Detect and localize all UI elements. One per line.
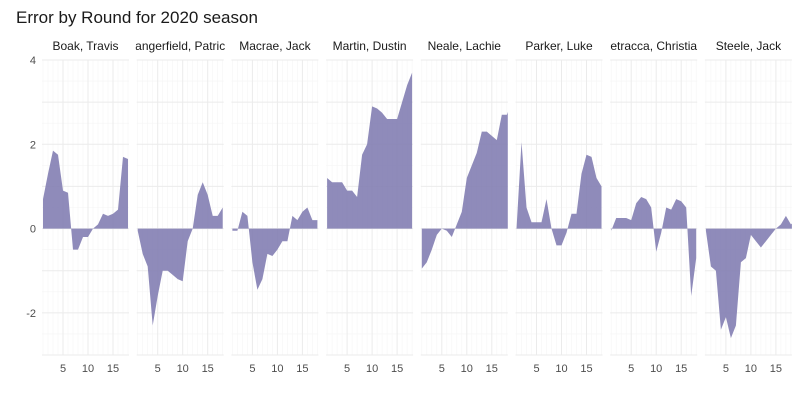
y-tick-label: -2 xyxy=(26,308,36,320)
facet-strip-label: Boak, Travis xyxy=(52,39,118,53)
facet-strip-label: Martin, Dustin xyxy=(333,39,407,53)
x-tick-label: 5 xyxy=(628,363,634,375)
facet-panel: Martin, Dustin 5 10 15 xyxy=(326,39,414,375)
x-tick-label: 10 xyxy=(177,363,189,375)
facet-strip-label: Steele, Jack xyxy=(716,39,782,53)
x-tick-label: 5 xyxy=(155,363,161,375)
facet-panel: Steele, Jack 5 10 15 xyxy=(704,39,792,375)
facet-strip-label: angerfield, Patric xyxy=(135,39,225,53)
area-series xyxy=(705,215,792,339)
area-series xyxy=(43,150,128,250)
x-tick-label: 5 xyxy=(723,363,729,375)
area-series xyxy=(137,182,223,326)
x-tick-label: 10 xyxy=(650,363,662,375)
facet-strip-label: Parker, Luke xyxy=(525,39,593,53)
x-tick-label: 10 xyxy=(271,363,283,375)
x-tick-label: 5 xyxy=(533,363,539,375)
area-series xyxy=(421,112,508,269)
chart-title: Error by Round for 2020 season xyxy=(16,8,258,27)
facet-panel: Parker, Luke 5 10 15 xyxy=(515,39,603,375)
x-tick-label: 5 xyxy=(60,363,66,375)
area-series xyxy=(516,142,602,246)
x-tick-label: 5 xyxy=(249,363,255,375)
x-tick-label: 15 xyxy=(770,363,782,375)
facet-strip-label: etracca, Christia xyxy=(610,39,697,53)
area-series xyxy=(327,72,413,229)
x-tick-label: 15 xyxy=(202,363,214,375)
facet-strip-label: Neale, Lachie xyxy=(428,39,502,53)
y-axis: -2 0 2 4 xyxy=(26,55,36,320)
facet-panels: Boak, Travis 5 10 15 angerfield, Patric 5 10 15… xyxy=(42,39,792,375)
facet-panel: Boak, Travis 5 10 15 xyxy=(42,39,129,375)
x-tick-label: 10 xyxy=(82,363,94,375)
x-tick-label: 15 xyxy=(391,363,403,375)
facet-strip-label: Macrae, Jack xyxy=(239,39,311,53)
x-tick-label: 15 xyxy=(296,363,308,375)
x-tick-label: 15 xyxy=(107,363,119,375)
x-tick-label: 10 xyxy=(555,363,567,375)
x-tick-label: 15 xyxy=(580,363,592,375)
y-tick-label: 0 xyxy=(30,224,36,236)
x-tick-label: 15 xyxy=(675,363,687,375)
x-tick-label: 5 xyxy=(439,363,445,375)
x-tick-label: 15 xyxy=(486,363,498,375)
x-tick-label: 10 xyxy=(461,363,473,375)
area-series xyxy=(611,197,697,296)
area-series xyxy=(232,207,318,290)
y-tick-label: 4 xyxy=(30,55,36,67)
facet-panel: Macrae, Jack 5 10 15 xyxy=(231,39,319,375)
x-tick-label: 10 xyxy=(745,363,757,375)
y-tick-label: 2 xyxy=(30,139,36,151)
x-tick-label: 10 xyxy=(366,363,378,375)
x-tick-label: 5 xyxy=(344,363,350,375)
facet-panel: angerfield, Patric 5 10 15 xyxy=(135,39,225,375)
facet-panel: etracca, Christia 5 10 15 xyxy=(610,39,697,375)
facet-panel: Neale, Lachie 5 10 15 xyxy=(420,39,508,375)
